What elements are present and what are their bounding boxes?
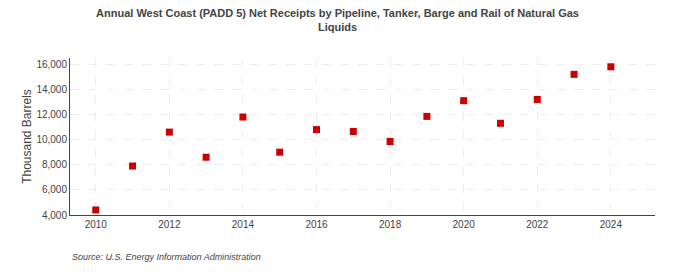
svg-text:8,000: 8,000 (42, 159, 67, 170)
svg-text:2012: 2012 (158, 219, 181, 230)
svg-text:14,000: 14,000 (36, 84, 67, 95)
svg-text:2024: 2024 (600, 219, 623, 230)
svg-text:Annual West Coast (PADD 5) Net: Annual West Coast (PADD 5) Net Receipts … (96, 7, 579, 33)
svg-text:16,000: 16,000 (36, 59, 67, 70)
svg-text:2010: 2010 (85, 219, 108, 230)
svg-text:12,000: 12,000 (36, 109, 67, 120)
svg-text:6,000: 6,000 (42, 184, 67, 195)
svg-text:Thousand Barrels: Thousand Barrels (20, 89, 34, 184)
svg-text:2014: 2014 (232, 219, 255, 230)
svg-text:10,000: 10,000 (36, 134, 67, 145)
svg-text:2016: 2016 (305, 219, 328, 230)
svg-text:Source: U.S. Energy Informatio: Source: U.S. Energy Information Administ… (72, 252, 261, 262)
svg-text:2022: 2022 (526, 219, 549, 230)
svg-text:4,000: 4,000 (42, 210, 67, 221)
svg-text:2018: 2018 (379, 219, 402, 230)
svg-text:2020: 2020 (453, 219, 476, 230)
